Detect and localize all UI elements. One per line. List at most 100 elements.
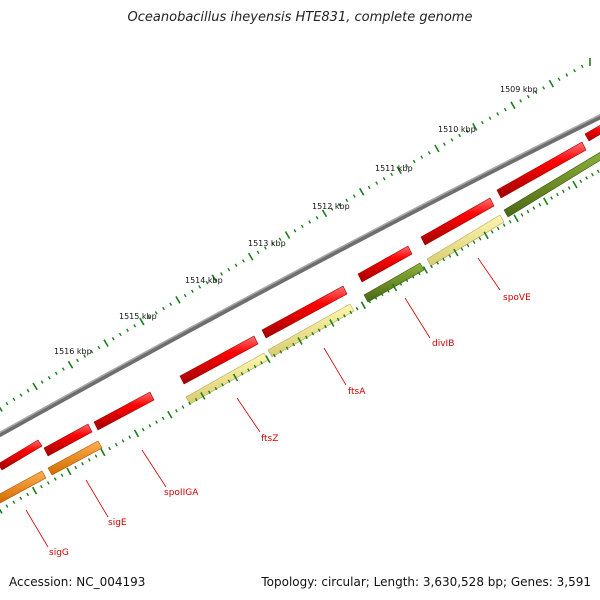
inner-ring-tick	[324, 324, 327, 329]
outer-ring-tick	[67, 360, 74, 369]
leader-sigE	[85, 479, 109, 518]
gene-divIB-feature[interactable]	[363, 262, 425, 303]
outer-ring-tick	[352, 194, 356, 198]
gene-label-ftsZ[interactable]: ftsZ	[261, 434, 278, 444]
outer-ring-tick	[0, 406, 3, 412]
gene-forward-1[interactable]	[0, 439, 43, 471]
outer-ring-tick	[169, 302, 173, 306]
outer-ring-tick	[205, 280, 209, 285]
outer-ring-tick	[12, 397, 16, 402]
outer-ring-tick	[190, 289, 194, 293]
inner-ring-tick	[579, 179, 583, 184]
outer-ring-tick	[227, 267, 231, 272]
inner-ring-tick	[391, 283, 398, 292]
inner-ring-tick	[399, 282, 403, 286]
gene-sigG-feature[interactable]	[0, 470, 47, 504]
inner-ring-tick	[60, 473, 64, 477]
gene-forward-9[interactable]	[584, 123, 600, 142]
outer-ring-tick	[54, 371, 58, 376]
inner-ring-tick	[5, 504, 9, 508]
outer-ring-tick	[542, 86, 546, 90]
inner-ring-tick	[550, 196, 554, 200]
outer-ring-tick	[405, 164, 409, 168]
inner-ring-tick	[148, 424, 152, 428]
inner-ring-tick	[508, 219, 512, 224]
inner-ring-tick	[411, 275, 415, 279]
outer-ring-tick	[198, 285, 202, 289]
outer-ring-tick	[321, 209, 328, 218]
gene-reverse-olive-2[interactable]	[503, 150, 600, 218]
outer-ring-tick	[256, 250, 260, 255]
gene-label-leaders	[25, 257, 501, 548]
gene-forward-5[interactable]	[261, 285, 348, 339]
gene-label-divIB[interactable]: divIB	[432, 339, 454, 349]
footer-genome-info: Topology: circular; Length: 3,630,528 bp…	[261, 575, 591, 589]
gene-label-spoIIGA[interactable]: spoIIGA	[164, 488, 199, 498]
forward-strand-genes	[0, 123, 600, 471]
inner-ring-tick	[194, 397, 198, 402]
outer-ring-tick	[315, 215, 319, 220]
genome-backbone	[0, 114, 600, 438]
gene-forward-6[interactable]	[357, 245, 413, 283]
outer-ring-tick	[271, 241, 275, 246]
inner-ring-tick	[490, 230, 494, 234]
scale-label-1514: 1514 kbp	[185, 276, 223, 285]
scale-label-1510: 1510 kbp	[438, 125, 476, 134]
outer-ring-tick	[154, 311, 158, 315]
inner-ring-tick	[472, 240, 476, 244]
outer-ring-tick	[337, 202, 341, 207]
outer-ring-tick	[420, 155, 424, 159]
inner-ring-tick	[253, 364, 257, 369]
outer-ring-tick	[90, 350, 94, 354]
outer-ring-tick	[139, 317, 145, 326]
inner-ring-tick	[585, 176, 589, 180]
outer-ring-tick	[519, 99, 523, 103]
inner-ring-tick	[285, 346, 289, 351]
inner-ring-tick	[513, 214, 519, 223]
inner-ring-tick	[81, 461, 84, 466]
gene-label-sigE[interactable]: sigE	[108, 518, 127, 528]
inner-ring-tick	[405, 278, 409, 283]
outer-ring-tick	[565, 73, 569, 77]
gene-forward-7[interactable]	[420, 197, 495, 246]
inner-ring-tick	[19, 496, 23, 501]
footer-accession: Accession: NC_004193	[9, 575, 146, 589]
gene-forward-8[interactable]	[496, 141, 587, 199]
inner-ring-tick	[12, 500, 16, 504]
gene-label-ftsA[interactable]: ftsA	[348, 387, 366, 397]
outer-ring-tick	[284, 231, 291, 239]
outer-ring-tick	[534, 90, 538, 95]
inner-ring-tick	[227, 379, 231, 383]
inner-ring-tick	[466, 243, 470, 248]
gene-forward-4[interactable]	[179, 335, 259, 385]
inner-ring-tick	[53, 477, 57, 481]
inner-ring-tick	[31, 486, 38, 495]
inner-ring-tick	[567, 186, 571, 190]
gene-ftsA-feature[interactable]	[267, 303, 355, 358]
inner-ring-tick	[343, 314, 346, 318]
gene-label-sigG[interactable]: sigG	[49, 548, 69, 558]
outer-ring-tick	[465, 129, 469, 133]
outer-ring-tick	[175, 295, 181, 304]
inner-ring-tick	[188, 401, 192, 406]
outer-ring-tick	[434, 144, 440, 153]
inner-ring-tick	[94, 454, 98, 458]
inner-ring-tick	[556, 192, 559, 197]
inner-ring-tick	[590, 172, 594, 177]
inner-ring-tick	[200, 392, 206, 400]
inner-ring-tick	[572, 180, 578, 189]
gene-label-spoVE[interactable]: spoVE	[503, 293, 531, 303]
gene-forward-2[interactable]	[43, 423, 93, 457]
gene-sigE-feature[interactable]	[47, 440, 103, 476]
outer-ring-tick	[83, 354, 87, 358]
scale-labels: 1509 kbp 1510 kbp 1511 kbp 1512 kbp 1513…	[54, 85, 538, 356]
outer-ring-tick	[580, 64, 584, 69]
inner-ring-tick	[265, 355, 271, 364]
outer-ring-tick	[345, 198, 349, 203]
outer-ring-tick	[126, 328, 129, 332]
gene-spoVE-feature[interactable]	[426, 214, 505, 267]
inner-ring-tick	[483, 231, 489, 240]
outer-ring-tick	[211, 274, 217, 283]
gene-forward-3[interactable]	[93, 391, 155, 431]
map-title: Oceanobacillus iheyensis HTE831, complet…	[127, 10, 473, 25]
